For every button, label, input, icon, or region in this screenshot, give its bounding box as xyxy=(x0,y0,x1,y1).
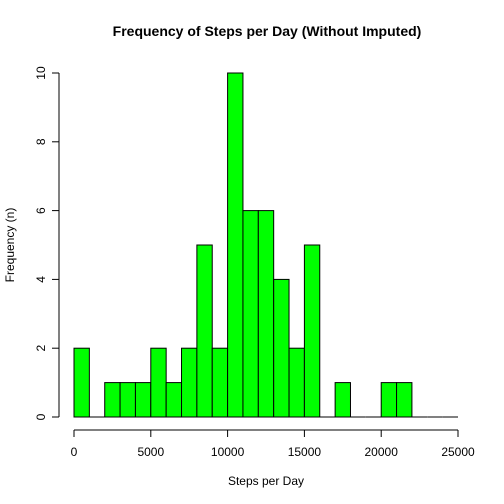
x-tick-label-1: 5000 xyxy=(137,445,164,459)
chart-title: Frequency of Steps per Day (Without Impu… xyxy=(113,23,422,39)
histogram-bar-5 xyxy=(150,347,167,418)
histogram-bar-2 xyxy=(104,382,121,418)
x-tick-label-3: 15000 xyxy=(288,445,322,459)
y-axis-label: Frequency (n) xyxy=(3,208,17,283)
histogram-bar-6 xyxy=(165,382,183,418)
x-tick-label-2: 10000 xyxy=(211,445,245,459)
x-tick-label-4: 20000 xyxy=(365,445,399,459)
histogram-bar-3 xyxy=(119,382,136,418)
y-tick-label-3: 6 xyxy=(34,207,48,214)
histogram-bar-15 xyxy=(303,244,321,418)
histogram-bar-7 xyxy=(181,347,198,418)
histogram-bar-21 xyxy=(396,382,413,418)
x-tick-label-5: 25000 xyxy=(441,445,475,459)
y-ticks-group: 0 2 4 6 8 10 xyxy=(34,66,59,420)
histogram-bar-13 xyxy=(273,278,290,418)
y-tick-label-2: 4 xyxy=(34,276,48,283)
histogram-bar-17 xyxy=(334,382,351,418)
histogram-bar-0 xyxy=(73,347,90,418)
histogram-bar-14 xyxy=(288,347,305,418)
histogram-bar-20 xyxy=(380,382,398,418)
histogram-bar-10 xyxy=(227,72,244,418)
histogram-bar-9 xyxy=(211,347,229,418)
x-tick-label-0: 0 xyxy=(71,445,78,459)
y-tick-label-0: 0 xyxy=(34,413,48,420)
y-tick-label-4: 8 xyxy=(34,138,48,145)
histogram-bar-8 xyxy=(196,244,213,418)
y-tick-label-1: 2 xyxy=(34,345,48,352)
y-tick-label-5: 10 xyxy=(34,66,48,80)
histogram-bar-4 xyxy=(134,382,152,418)
histogram-bar-12 xyxy=(257,210,275,418)
y-axis: 0 2 4 6 8 10 xyxy=(34,66,60,420)
x-ticks-group: 0 5000 10000 15000 20000 25000 xyxy=(71,430,475,459)
histogram-bar-11 xyxy=(242,210,259,418)
x-axis: 0 5000 10000 15000 20000 25000 xyxy=(71,429,475,459)
bars-group xyxy=(73,72,458,418)
x-axis-label: Steps per Day xyxy=(228,474,304,488)
